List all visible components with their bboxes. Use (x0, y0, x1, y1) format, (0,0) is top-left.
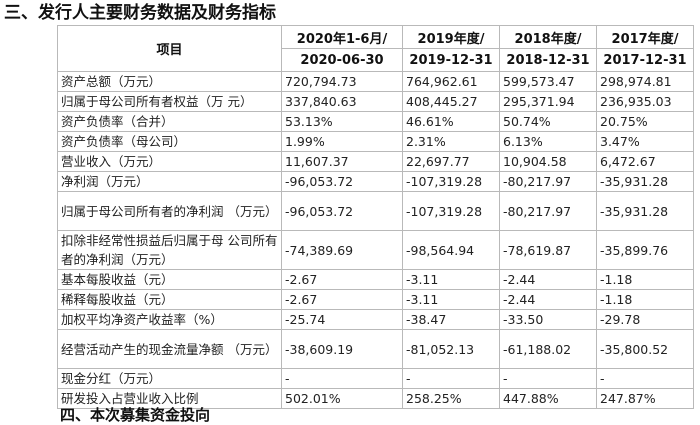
cell-value: 6.13% (499, 131, 597, 152)
row-label: 资产负债率（母公司） (57, 131, 282, 152)
row-label: 净利润（万元） (57, 171, 282, 192)
cell-value: -38,609.19 (281, 329, 403, 369)
cell-value: -35,800.52 (596, 329, 694, 369)
cell-value: 502.01% (281, 388, 403, 409)
row-label: 资产负债率（合并） (57, 111, 282, 132)
period-header-line2: 2018-12-31 (499, 48, 597, 72)
cell-value: 53.13% (281, 111, 403, 132)
item-column-header: 项目 (57, 25, 282, 72)
row-label: 营业收入（万元） (57, 151, 282, 172)
cell-value: -2.67 (281, 269, 403, 290)
cell-value: - (499, 368, 597, 389)
table-row: 归属于母公司所有者权益（万 元） 337,840.63 408,445.27 2… (57, 91, 694, 112)
cell-value: -80,217.97 (499, 191, 597, 231)
cell-value: 764,962.61 (402, 71, 500, 92)
cell-value: -35,931.28 (596, 171, 694, 192)
cell-value: -35,931.28 (596, 191, 694, 231)
cell-value: 3.47% (596, 131, 694, 152)
cell-value: -2.44 (499, 269, 597, 290)
row-label: 稀释每股收益（元） (57, 289, 282, 310)
table-row: 净利润（万元） -96,053.72 -107,319.28 -80,217.9… (57, 171, 694, 192)
section-title: 三、发行人主要财务数据及财务指标 (4, 3, 276, 23)
period-header-line2: 2017-12-31 (596, 48, 694, 72)
cell-value: -25.74 (281, 309, 403, 330)
cell-value: 20.75% (596, 111, 694, 132)
cell-value: 337,840.63 (281, 91, 403, 112)
cell-value: 46.61% (402, 111, 500, 132)
period-header-line1: 2018年度/ (499, 25, 597, 49)
table-row: 营业收入（万元） 11,607.37 22,697.77 10,904.58 6… (57, 151, 694, 172)
table-row: 稀释每股收益（元） -2.67 -3.11 -2.44 -1.18 (57, 289, 694, 310)
row-label: 扣除非经常性损益后归属于母 公司所有者的净利润（万元） (57, 230, 282, 270)
cell-value: 11,607.37 (281, 151, 403, 172)
table-row: 加权平均净资产收益率（%） -25.74 -38.47 -33.50 -29.7… (57, 309, 694, 330)
table-row: 资产总额（万元） 720,794.73 764,962.61 599,573.4… (57, 71, 694, 92)
cell-value: -35,899.76 (596, 230, 694, 270)
table-header-row: 2020-06-30 2019-12-31 2018-12-31 2017-12… (58, 48, 694, 72)
row-label: 经营活动产生的现金流量净额 （万元） (57, 329, 282, 369)
cell-value: 298,974.81 (596, 71, 694, 92)
cell-value: 720,794.73 (281, 71, 403, 92)
cell-value: 258.25% (402, 388, 500, 409)
cell-value: 236,935.03 (596, 91, 694, 112)
row-label: 基本每股收益（元） (57, 269, 282, 290)
cell-value: 247.87% (596, 388, 694, 409)
cell-value: 1.99% (281, 131, 403, 152)
cell-value: -74,389.69 (281, 230, 403, 270)
cell-value: -98,564.94 (402, 230, 500, 270)
row-label: 归属于母公司所有者的净利润 （万元） (57, 191, 282, 231)
period-header-line2: 2020-06-30 (281, 48, 403, 72)
cell-value: -2.44 (499, 289, 597, 310)
cell-value: -1.18 (596, 289, 694, 310)
cell-value: 6,472.67 (596, 151, 694, 172)
cell-value: -33.50 (499, 309, 597, 330)
cell-value: -107,319.28 (402, 171, 500, 192)
cell-value: -107,319.28 (402, 191, 500, 231)
row-label: 归属于母公司所有者权益（万 元） (57, 91, 282, 112)
cell-value: -61,188.02 (499, 329, 597, 369)
cell-value: -96,053.72 (281, 171, 403, 192)
row-label: 加权平均净资产收益率（%） (57, 309, 282, 330)
period-header-line2: 2019-12-31 (402, 48, 500, 72)
cell-value: -38.47 (402, 309, 500, 330)
table-row: 资产负债率（母公司） 1.99% 2.31% 6.13% 3.47% (57, 131, 694, 152)
cell-value: 599,573.47 (499, 71, 597, 92)
cell-value: 295,371.94 (499, 91, 597, 112)
cell-value: - (596, 368, 694, 389)
cell-value: -81,052.13 (402, 329, 500, 369)
cell-value: 50.74% (499, 111, 597, 132)
cell-value: - (402, 368, 500, 389)
cell-value: -3.11 (402, 289, 500, 310)
next-section-title: 四、本次募集资金投向 (60, 406, 211, 424)
cell-value: 408,445.27 (402, 91, 500, 112)
period-header-line1: 2020年1-6月/ (281, 25, 403, 49)
table-header-row: 项目 2020年1-6月/ 2019年度/ 2018年度/ 2017年度/ (57, 25, 694, 72)
cell-value: - (281, 368, 403, 389)
cell-value: -96,053.72 (281, 191, 403, 231)
cell-value: 447.88% (499, 388, 597, 409)
period-header-line1: 2019年度/ (402, 25, 500, 49)
table-row: 经营活动产生的现金流量净额 （万元） -38,609.19 -81,052.13… (57, 329, 694, 369)
table-row: 扣除非经常性损益后归属于母 公司所有者的净利润（万元） -74,389.69 -… (57, 230, 694, 270)
cell-value: -80,217.97 (499, 171, 597, 192)
table-row: 资产负债率（合并） 53.13% 46.61% 50.74% 20.75% (57, 111, 694, 132)
cell-value: -3.11 (402, 269, 500, 290)
cell-value: 2.31% (402, 131, 500, 152)
table-row: 研发投入占营业收入比例 502.01% 258.25% 447.88% 247.… (57, 388, 694, 409)
financial-data-table: 项目 2020年1-6月/ 2019年度/ 2018年度/ 2017年度/ 20… (57, 25, 694, 409)
cell-value: -1.18 (596, 269, 694, 290)
cell-value: -2.67 (281, 289, 403, 310)
table-row: 归属于母公司所有者的净利润 （万元） -96,053.72 -107,319.2… (57, 191, 694, 231)
cell-value: -78,619.87 (499, 230, 597, 270)
cell-value: 10,904.58 (499, 151, 597, 172)
cell-value: -29.78 (596, 309, 694, 330)
cell-value: 22,697.77 (402, 151, 500, 172)
row-label: 资产总额（万元） (57, 71, 282, 92)
period-header-line1: 2017年度/ (596, 25, 694, 49)
row-label: 现金分红（万元） (57, 368, 282, 389)
table-row: 现金分红（万元） - - - - (57, 368, 694, 389)
table-row: 基本每股收益（元） -2.67 -3.11 -2.44 -1.18 (57, 269, 694, 290)
